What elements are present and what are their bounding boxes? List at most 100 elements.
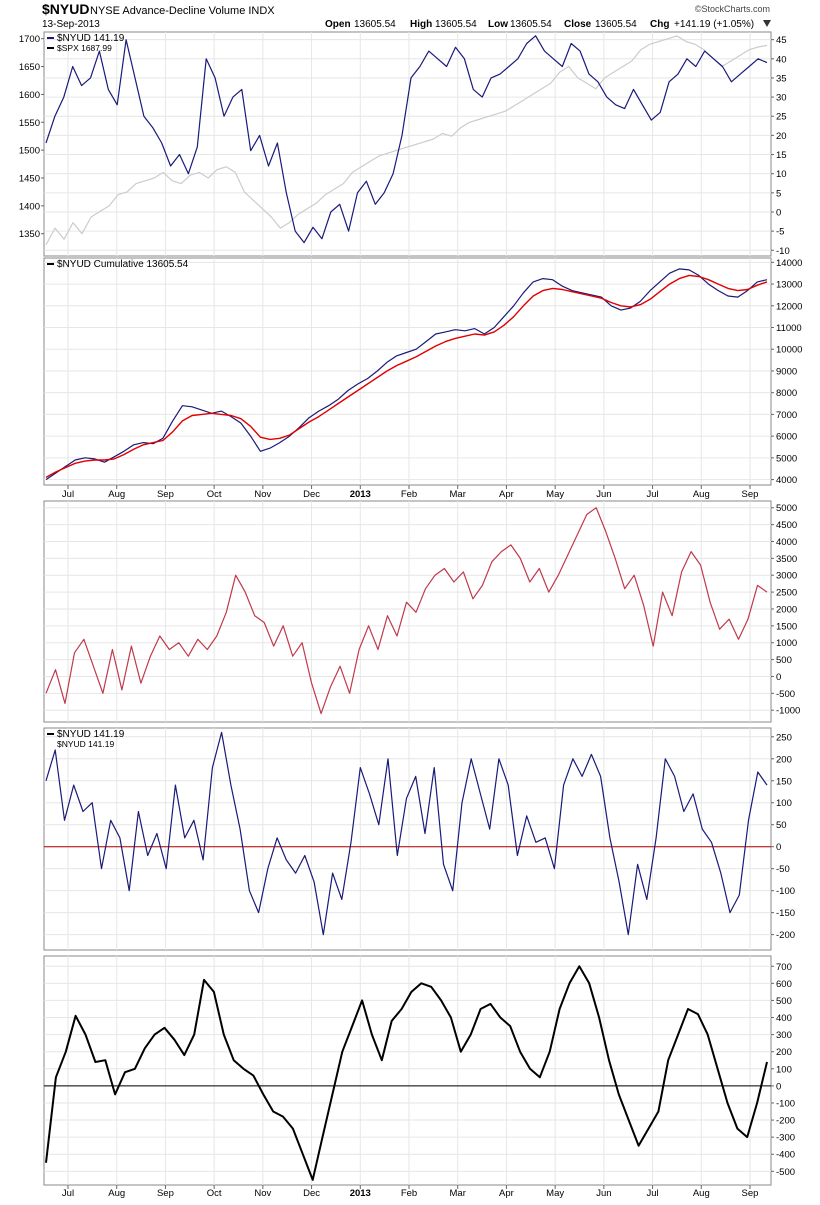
cumulative-right-tick-label: 6000 <box>776 432 797 443</box>
close-label: Close <box>564 19 592 30</box>
x-axis-label: Jul <box>646 1188 658 1199</box>
legend-label: $NYUD 141.19 <box>57 729 125 740</box>
x-axis-label: Nov <box>254 1188 271 1199</box>
momentum-right-tick-label: 500 <box>776 655 792 666</box>
x-axis-label: Aug <box>693 1188 710 1199</box>
price-right-tick-label: 35 <box>776 73 787 84</box>
oscillator-right-tick-label: 600 <box>776 979 792 990</box>
brand-watermark: ©StockCharts.com <box>695 4 770 14</box>
series--spx <box>45 35 768 246</box>
x-axis-label: Oct <box>207 489 222 500</box>
price-left-tick-label: 1600 <box>19 90 40 101</box>
series-cumulative <box>45 268 768 481</box>
open-label: Open <box>325 19 351 30</box>
daily-right-tick-label: 100 <box>776 798 792 809</box>
momentum-right-tick-label: 4500 <box>776 520 797 531</box>
cumulative-right-tick-label: 9000 <box>776 366 797 377</box>
price-left-tick-label: 1350 <box>19 229 40 240</box>
panel-oscillator: -500 -400 -300 -200 -100 0 100 200 300 400 500 600 7… <box>43 955 795 1186</box>
price-left-tick-label: 1650 <box>19 62 40 73</box>
x-axis-label: Dec <box>303 489 320 500</box>
x-axis-label: Jun <box>596 489 611 500</box>
price-left-tick-label: 1500 <box>19 146 40 157</box>
panel-price: -10 -5 0 5 10 15 20 25 30 35 40 45 1350 1400 1450 1500 1… <box>19 31 790 257</box>
cumulative-right-tick-label: 11000 <box>776 323 802 334</box>
chart-date: 13-Sep-2013 <box>42 19 100 30</box>
cumulative-right-tick-label: 12000 <box>776 301 802 312</box>
price-right-tick-label: 25 <box>776 112 787 123</box>
oscillator-right-tick-label: -200 <box>776 1116 795 1127</box>
price-right-tick-label: 30 <box>776 93 787 104</box>
momentum-right-tick-label: 2500 <box>776 588 797 599</box>
high-label: High <box>410 19 432 30</box>
oscillator-right-tick-label: 700 <box>776 962 792 973</box>
close-value: 13605.54 <box>595 19 637 30</box>
price-right-tick-label: 40 <box>776 54 787 65</box>
cumulative-right-tick-label: 14000 <box>776 258 802 269</box>
price-right-tick-label: 20 <box>776 131 787 142</box>
chg-value: +141.19 (+1.05%) <box>674 19 754 30</box>
x-axis-label: Feb <box>401 1188 417 1199</box>
oscillator-right-tick-label: -100 <box>776 1098 795 1109</box>
x-axis-label: May <box>546 489 564 500</box>
momentum-right-tick-label: 4000 <box>776 537 797 548</box>
low-value: 13605.54 <box>510 19 552 30</box>
price-left-tick-label: 1450 <box>19 173 40 184</box>
x-axis-label: 2013 <box>350 489 371 500</box>
x-axis-label: Nov <box>254 489 271 500</box>
price-right-tick-label: -10 <box>776 246 790 257</box>
x-axis-label: Oct <box>207 1188 222 1199</box>
price-right-tick-label: 45 <box>776 35 787 46</box>
momentum-right-tick-label: 3000 <box>776 571 797 582</box>
series--nyud <box>45 35 768 244</box>
momentum-right-tick-label: 0 <box>776 672 781 683</box>
momentum-right-tick-label: 2000 <box>776 604 797 615</box>
x-axis-label: Apr <box>499 489 514 500</box>
x-axis-label: Jul <box>646 489 658 500</box>
x-axis-label: Sep <box>742 1188 759 1199</box>
daily-frame <box>43 727 772 951</box>
symbol-title: $NYUD <box>42 1 89 17</box>
panel-momentum: -1000 -500 0 500 1000 1500 2000 2500 3000 3500 400… <box>43 500 800 723</box>
momentum-right-tick-label: -500 <box>776 689 795 700</box>
high-value: 13605.54 <box>435 19 477 30</box>
oscillator-right-tick-label: 200 <box>776 1047 792 1058</box>
momentum-right-tick-label: 3500 <box>776 554 797 565</box>
x-axis-label: Sep <box>157 489 174 500</box>
oscillator-right-tick-label: -500 <box>776 1167 795 1178</box>
daily-right-tick-label: 0 <box>776 842 781 853</box>
x-axis-label: Jun <box>596 1188 611 1199</box>
collapse-arrow-icon[interactable] <box>763 20 771 27</box>
daily-right-tick-label: 150 <box>776 776 792 787</box>
legend-label: $SPX 1687.99 <box>57 43 112 53</box>
low-label: Low <box>488 19 508 30</box>
x-axis-label: Aug <box>108 489 125 500</box>
price-right-tick-label: 10 <box>776 169 787 180</box>
price-right-tick-label: -5 <box>776 227 784 238</box>
series--nyud-daily <box>45 731 768 936</box>
momentum-right-tick-label: 1000 <box>776 638 797 649</box>
price-frame <box>43 31 772 257</box>
series-oscillator <box>45 965 768 1181</box>
oscillator-right-tick-label: 0 <box>776 1081 781 1092</box>
series-moving-average <box>45 274 768 479</box>
oscillator-right-tick-label: 300 <box>776 1030 792 1041</box>
oscillator-right-tick-label: 100 <box>776 1064 792 1075</box>
cumulative-right-tick-label: 4000 <box>776 475 797 486</box>
legend-label: $NYUD Cumulative 13605.54 <box>57 259 189 270</box>
cumulative-right-tick-label: 10000 <box>776 345 802 356</box>
price-left-tick-label: 1550 <box>19 118 40 129</box>
cumulative-right-tick-label: 13000 <box>776 280 802 291</box>
panel-cumulative: 4000 5000 6000 7000 8000 9000 10000 11000 12000 1… <box>43 257 802 486</box>
momentum-frame <box>43 500 772 723</box>
x-axis-label: Jul <box>62 489 74 500</box>
momentum-right-tick-label: -1000 <box>776 706 800 717</box>
daily-right-tick-label: -150 <box>776 908 795 919</box>
chg-label: Chg <box>650 19 669 30</box>
series-momentum <box>45 507 768 715</box>
oscillator-frame <box>43 955 772 1186</box>
cumulative-right-tick-label: 5000 <box>776 453 797 464</box>
oscillator-right-tick-label: 400 <box>776 1013 792 1024</box>
cumulative-right-tick-label: 8000 <box>776 388 797 399</box>
